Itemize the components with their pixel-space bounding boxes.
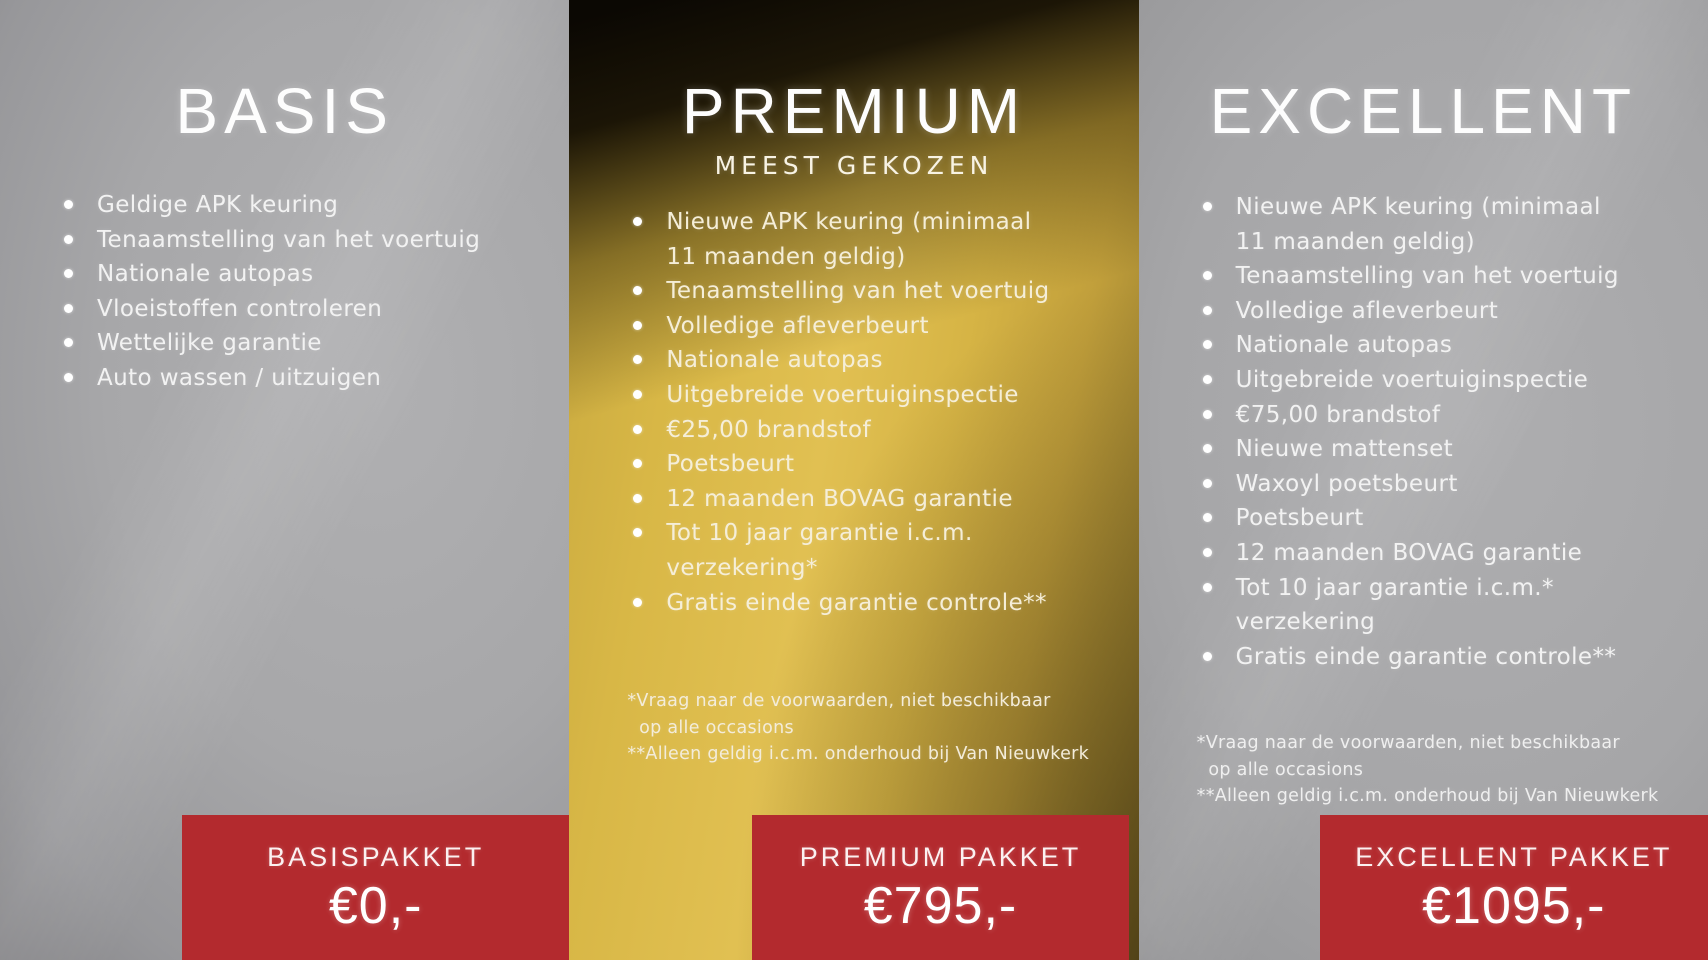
footnote: *Vraag naar de voorwaarden, niet beschik…	[627, 691, 1051, 738]
feature-item: Poetsbeurt	[1202, 501, 1686, 536]
footnotes-premium: *Vraag naar de voorwaarden, niet beschik…	[627, 688, 1120, 768]
price-label-premium: PREMIUM PAKKET	[799, 842, 1082, 872]
feature-item: Waxoyl poetsbeurt	[1202, 467, 1686, 502]
feature-item: Nationale autopas	[633, 343, 1116, 378]
footnotes-excellent: *Vraag naar de voorwaarden, niet beschik…	[1197, 730, 1690, 810]
feature-item: Nieuwe APK keuring (minimaal 11 maanden …	[633, 205, 1116, 274]
footnote: **Alleen geldig i.c.m. onderhoud bij Van…	[1196, 786, 1659, 806]
package-subtitle-premium: MEEST GEKOZEN	[714, 151, 994, 180]
feature-list-basis: Geldige APK keuring Tenaamstelling van he…	[0, 188, 563, 396]
package-column-basis: BASIS Geldige APK keuring Tenaamstelling …	[0, 0, 570, 960]
feature-item: €75,00 brandstof	[1202, 398, 1686, 433]
feature-item: Tenaamstelling van het voertuig	[1202, 259, 1686, 294]
feature-item: Volledige afleverbeurt	[633, 309, 1116, 344]
feature-item: Nieuwe mattenset	[1202, 432, 1686, 467]
footnote: **Alleen geldig i.c.m. onderhoud bij Van…	[627, 744, 1090, 764]
feature-item: Auto wassen / uitzuigen	[63, 361, 547, 396]
feature-item: Wettelijke garantie	[63, 326, 547, 361]
price-value-excellent: €1095,-	[1422, 877, 1606, 935]
feature-list-premium: Nieuwe APK keuring (minimaal 11 maanden …	[569, 205, 1132, 620]
package-column-excellent: EXCELLENT Nieuwe APK keuring (minimaal 1…	[1138, 0, 1708, 960]
price-value-basis: €0,-	[328, 877, 423, 935]
feature-item: Nationale autopas	[63, 257, 547, 292]
feature-item: Nationale autopas	[1202, 328, 1686, 363]
feature-item: Gratis einde garantie controle**	[1202, 640, 1686, 675]
feature-item: 12 maanden BOVAG garantie	[1202, 536, 1686, 571]
package-title-excellent: EXCELLENT	[1209, 75, 1638, 147]
feature-item: Poetsbeurt	[633, 447, 1116, 482]
price-label-excellent: EXCELLENT PAKKET	[1355, 842, 1673, 872]
footnote: *Vraag naar de voorwaarden, niet beschik…	[1196, 733, 1620, 780]
feature-item: Gratis einde garantie controle**	[633, 586, 1116, 621]
feature-item: Tot 10 jaar garantie i.c.m.* verzekering	[1202, 571, 1686, 640]
feature-item: €25,00 brandstof	[633, 413, 1116, 448]
price-label-basis: BASISPAKKET	[267, 842, 485, 872]
feature-item: Tot 10 jaar garantie i.c.m. verzekering*	[633, 516, 1116, 585]
feature-item: Uitgebreide voertuiginspectie	[633, 378, 1116, 413]
premium-price-box: PREMIUM PAKKET €795,-	[752, 815, 1129, 960]
price-value-premium: €795,-	[863, 877, 1018, 935]
feature-item: 12 maanden BOVAG garantie	[633, 482, 1116, 517]
feature-list-excellent: Nieuwe APK keuring (minimaal 11 maanden …	[1139, 190, 1702, 674]
feature-item: Tenaamstelling van het voertuig	[63, 223, 547, 258]
package-title-basis: BASIS	[175, 75, 394, 147]
package-column-premium: PREMIUM MEEST GEKOZEN Nieuwe APK keuring…	[569, 0, 1139, 960]
feature-item: Uitgebreide voertuiginspectie	[1202, 363, 1686, 398]
feature-item: Volledige afleverbeurt	[1202, 294, 1686, 329]
excellent-price-box: EXCELLENT PAKKET €1095,-	[1319, 815, 1708, 960]
feature-item: Nieuwe APK keuring (minimaal 11 maanden …	[1202, 190, 1686, 259]
feature-item: Tenaamstelling van het voertuig	[633, 274, 1116, 309]
feature-item: Geldige APK keuring	[63, 188, 547, 223]
package-title-premium: PREMIUM	[681, 75, 1027, 147]
basis-price-box: BASISPAKKET €0,-	[182, 815, 570, 960]
feature-item: Vloeistoffen controleren	[63, 292, 547, 327]
